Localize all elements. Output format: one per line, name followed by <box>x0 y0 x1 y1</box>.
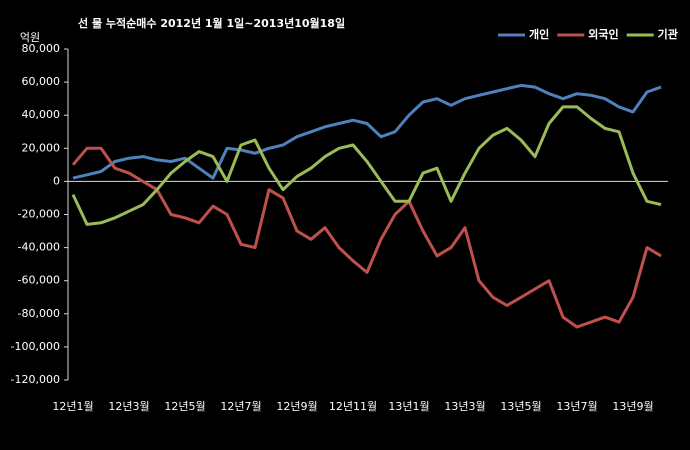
series-line <box>71 105 662 226</box>
x-tick-label: 13년5월 <box>500 400 541 413</box>
y-axis-label: 억원 <box>20 31 40 44</box>
x-tick-label: 13년9월 <box>612 400 653 413</box>
y-tick-label: -60,000 <box>18 274 60 287</box>
series-line <box>72 83 662 180</box>
legend-label: 외국인 <box>588 27 618 41</box>
y-tick-label: 40,000 <box>22 108 61 121</box>
x-tick-label: 13년7월 <box>556 400 597 413</box>
y-tick-label: 60,000 <box>22 75 61 88</box>
x-tick-label: 12년7월 <box>220 400 261 413</box>
y-tick-label: 0 <box>53 174 60 187</box>
series-line <box>71 146 662 329</box>
y-tick-label: 80,000 <box>22 42 61 55</box>
y-tick-label: -20,000 <box>18 208 60 221</box>
x-tick-label: 13년3월 <box>444 400 485 413</box>
chart-title: 선 물 누적순매수 2012년 1월 1일~2013년10월18일 <box>78 16 345 30</box>
x-tick-label: 13년1월 <box>388 400 429 413</box>
x-tick-label: 12년9월 <box>276 400 317 413</box>
x-tick-label: 12년5월 <box>164 400 205 413</box>
x-tick-label: 12년11월 <box>329 400 377 413</box>
y-tick-label: -100,000 <box>11 340 60 353</box>
y-tick-label: -80,000 <box>18 307 60 320</box>
legend-label: 개인 <box>529 27 549 41</box>
legend-label: 기관 <box>658 27 678 41</box>
x-tick-label: 12년3월 <box>108 400 149 413</box>
y-tick-label: 20,000 <box>22 141 61 154</box>
x-tick-label: 12년1월 <box>52 400 93 413</box>
y-tick-label: -40,000 <box>18 241 60 254</box>
y-tick-label: -120,000 <box>11 373 60 386</box>
